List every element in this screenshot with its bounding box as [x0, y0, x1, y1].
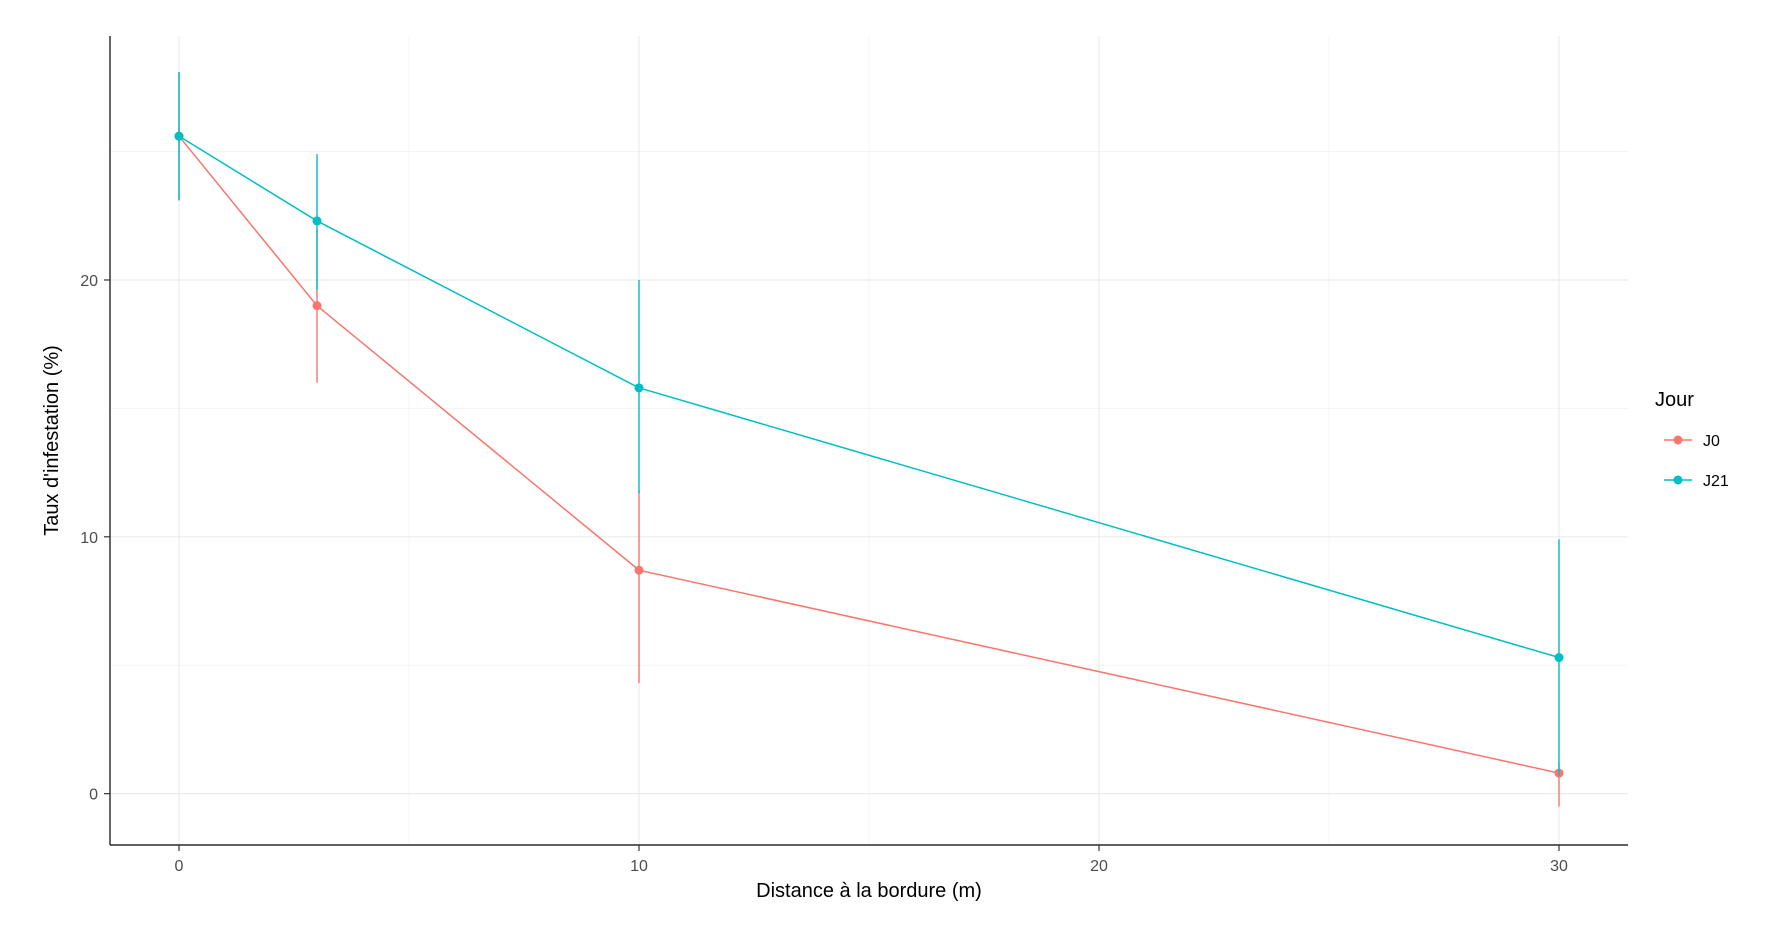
- x-tick-label: 30: [1550, 858, 1568, 875]
- legend-label: J0: [1703, 433, 1720, 450]
- data-point: [312, 216, 322, 226]
- x-tick-label: 10: [630, 858, 648, 875]
- legend-label: J21: [1703, 473, 1729, 490]
- series-line: [178, 135, 1560, 774]
- y-axis-title: Taux d'infestation (%): [41, 345, 63, 536]
- data-point: [634, 383, 644, 393]
- data-point: [634, 565, 644, 575]
- x-tick-label: 0: [175, 858, 184, 875]
- legend: Jour J0 J21: [1655, 389, 1729, 490]
- legend-title: Jour: [1655, 389, 1694, 411]
- tick-labels: 0 10 20 30 0 10 20: [80, 273, 1568, 875]
- axes: [109, 36, 1628, 846]
- legend-items: J0 J21: [1664, 433, 1729, 490]
- legend-key-point: [1673, 435, 1683, 445]
- data-point: [174, 131, 184, 141]
- legend-item: J21: [1664, 473, 1729, 490]
- series-J21: [174, 71, 1564, 776]
- y-tick-label: 0: [89, 787, 98, 804]
- series-group: [174, 71, 1564, 807]
- x-axis-title: Distance à la bordure (m): [756, 880, 982, 902]
- data-point: [1554, 653, 1564, 663]
- x-tick-label: 20: [1090, 858, 1108, 875]
- series-line: [178, 135, 1560, 659]
- legend-key-point: [1673, 475, 1683, 485]
- legend-item: J0: [1664, 433, 1720, 450]
- y-tick-label: 20: [80, 273, 98, 290]
- y-tick-label: 10: [80, 530, 98, 547]
- data-point: [312, 301, 322, 311]
- gridlines: [110, 36, 1628, 845]
